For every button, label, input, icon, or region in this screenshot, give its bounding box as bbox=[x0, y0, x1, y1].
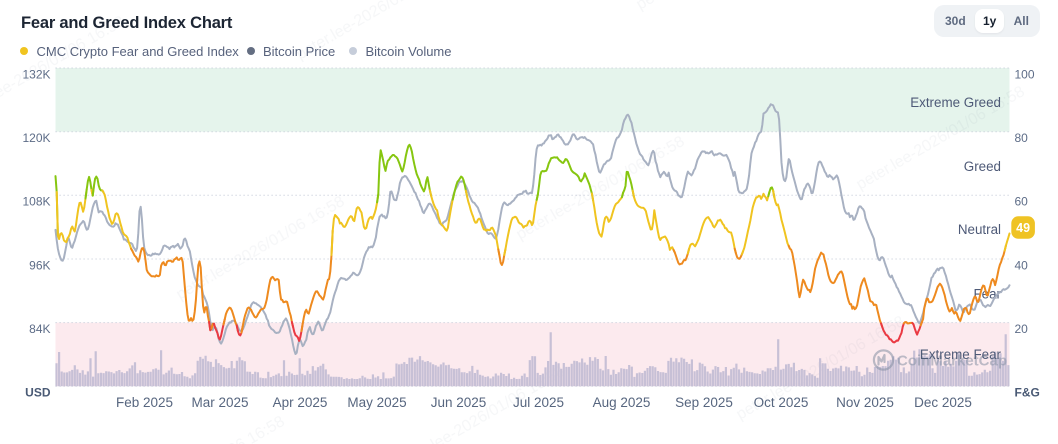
svg-text:Dec 2025: Dec 2025 bbox=[914, 395, 972, 410]
svg-text:Jul 2025: Jul 2025 bbox=[513, 395, 564, 410]
svg-text:F&G: F&G bbox=[1015, 386, 1040, 400]
svg-text:40: 40 bbox=[1015, 258, 1029, 272]
svg-text:108K: 108K bbox=[22, 195, 50, 209]
svg-text:CoinMarketCap: CoinMarketCap bbox=[897, 353, 1007, 370]
svg-text:Greed: Greed bbox=[964, 159, 1001, 174]
svg-text:80: 80 bbox=[1015, 131, 1029, 145]
svg-text:96K: 96K bbox=[29, 258, 50, 272]
svg-text:Nov 2025: Nov 2025 bbox=[836, 395, 894, 410]
svg-text:100: 100 bbox=[1015, 68, 1035, 82]
svg-text:84K: 84K bbox=[29, 322, 50, 336]
svg-text:60: 60 bbox=[1015, 195, 1029, 209]
svg-text:peter.lee-2026/01/06 16:58: peter.lee-2026/01/06 16:58 bbox=[634, 0, 808, 13]
svg-text:Mar 2025: Mar 2025 bbox=[191, 395, 248, 410]
svg-text:Neutral: Neutral bbox=[958, 222, 1001, 237]
svg-text:Extreme Greed: Extreme Greed bbox=[910, 95, 1001, 110]
svg-text:USD: USD bbox=[25, 386, 51, 400]
svg-text:May 2025: May 2025 bbox=[347, 395, 406, 410]
svg-text:Feb 2025: Feb 2025 bbox=[116, 395, 173, 410]
svg-text:49: 49 bbox=[1016, 221, 1030, 235]
svg-text:Apr 2025: Apr 2025 bbox=[273, 395, 328, 410]
svg-text:120K: 120K bbox=[22, 131, 50, 145]
svg-text:Oct 2025: Oct 2025 bbox=[754, 395, 809, 410]
svg-text:132K: 132K bbox=[22, 68, 50, 82]
svg-text:20: 20 bbox=[1015, 322, 1029, 336]
svg-text:Jun 2025: Jun 2025 bbox=[431, 395, 487, 410]
svg-text:Sep 2025: Sep 2025 bbox=[675, 395, 733, 410]
svg-text:Aug 2025: Aug 2025 bbox=[593, 395, 651, 410]
svg-text:peter.lee-2026/01/06 16:58: peter.lee-2026/01/06 16:58 bbox=[114, 413, 288, 444]
svg-text:Extreme Fear: Extreme Fear bbox=[920, 347, 1002, 362]
